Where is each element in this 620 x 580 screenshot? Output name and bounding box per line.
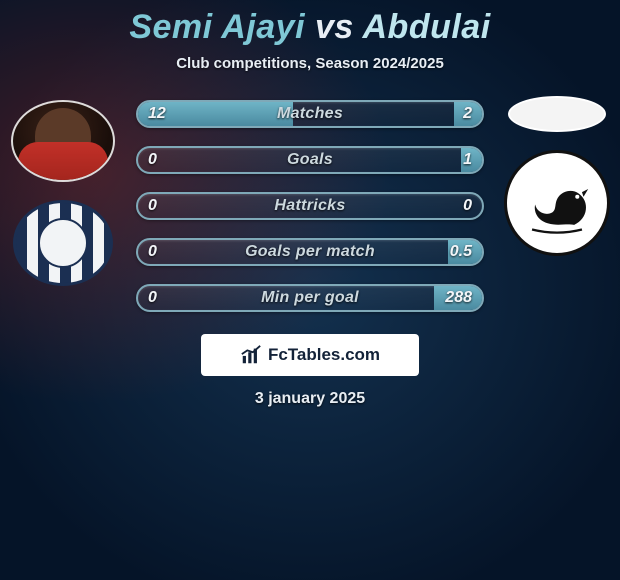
title-player1: Semi Ajayi [129, 8, 305, 46]
stat-bar: 0 Goals per match 0.5 [136, 238, 484, 266]
stat-value-right: 1 [463, 151, 472, 169]
stat-value-left: 0 [148, 151, 157, 169]
title-vs: vs [315, 8, 354, 46]
subtitle: Club competitions, Season 2024/2025 [0, 55, 620, 72]
stat-label: Matches [277, 105, 343, 123]
date-text: 3 january 2025 [0, 390, 620, 408]
stat-value-left: 0 [148, 243, 157, 261]
stat-label: Goals per match [245, 243, 375, 261]
left-player-column [8, 100, 118, 286]
watermark: FcTables.com [201, 334, 419, 376]
player1-club-crest [13, 200, 113, 286]
stat-bar: 12 Matches 2 [136, 100, 484, 128]
player2-avatar [508, 96, 606, 132]
stat-value-right: 0.5 [450, 243, 472, 261]
stat-bar: 0 Hattricks 0 [136, 192, 484, 220]
comparison-card: Semi Ajayi vs Abdulai Club competitions,… [0, 0, 620, 408]
swan-icon [518, 164, 596, 242]
stat-value-right: 2 [463, 105, 472, 123]
bar-chart-icon [240, 344, 262, 366]
stat-bar: 0 Min per goal 288 [136, 284, 484, 312]
stat-label: Hattricks [274, 197, 345, 215]
stat-value-left: 12 [148, 105, 166, 123]
stat-label: Min per goal [261, 289, 359, 307]
right-player-column [502, 96, 612, 256]
player2-club-crest [504, 150, 610, 256]
stat-value-left: 0 [148, 289, 157, 307]
title-player2: Abdulai [363, 8, 491, 46]
stat-label: Goals [287, 151, 333, 169]
page-title: Semi Ajayi vs Abdulai [0, 8, 620, 47]
watermark-text: FcTables.com [268, 345, 380, 365]
player1-avatar [11, 100, 115, 182]
stat-bar: 0 Goals 1 [136, 146, 484, 174]
stat-value-right: 288 [445, 289, 472, 307]
main-row: 12 Matches 2 0 Goals 1 0 Hattricks 0 0 Goals per m… [0, 100, 620, 312]
stat-value-left: 0 [148, 197, 157, 215]
stat-value-right: 0 [463, 197, 472, 215]
stat-bars: 12 Matches 2 0 Goals 1 0 Hattricks 0 0 Goals per m… [136, 100, 484, 312]
